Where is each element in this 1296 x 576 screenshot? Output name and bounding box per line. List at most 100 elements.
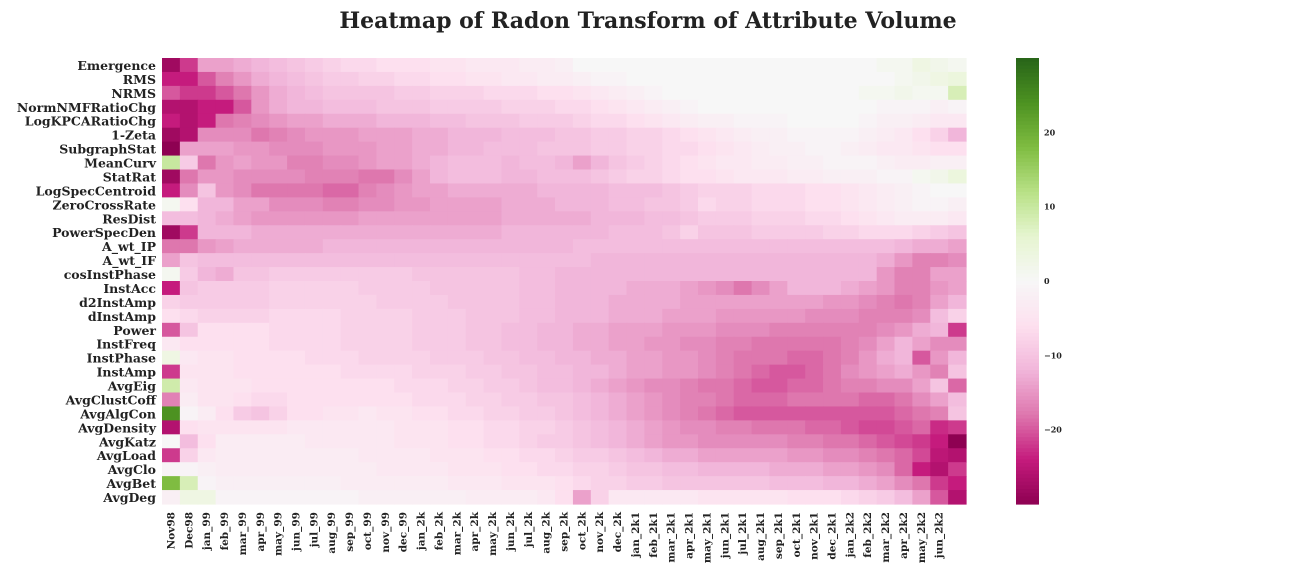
heatmap-cell <box>251 406 270 421</box>
heatmap-cell <box>197 476 217 491</box>
heatmap-cell <box>698 378 717 394</box>
heatmap-cell <box>823 141 842 157</box>
x-tick-label: oct_2k <box>576 511 589 550</box>
heatmap-cell <box>608 350 628 366</box>
heatmap-cell <box>805 490 824 505</box>
x-tick-label: may_2k <box>487 511 500 556</box>
y-tick-label: Power <box>113 323 156 338</box>
x-tick-label: apr_99 <box>255 512 268 552</box>
heatmap-cell <box>197 490 217 505</box>
heatmap-cell <box>483 141 503 157</box>
heatmap-cell <box>394 225 413 240</box>
heatmap-cell <box>626 281 645 296</box>
heatmap-cell <box>662 155 681 171</box>
heatmap-cell <box>840 155 860 171</box>
heatmap-cell <box>805 434 824 449</box>
heatmap-cell <box>894 364 913 380</box>
heatmap-cell <box>787 141 806 157</box>
heatmap-cell <box>162 85 181 101</box>
heatmap-cell <box>698 127 717 143</box>
heatmap-cell <box>501 336 520 352</box>
heatmap-cell <box>715 141 735 157</box>
heatmap-cell <box>304 58 324 73</box>
heatmap-cell <box>304 281 324 296</box>
heatmap-cell <box>590 378 610 394</box>
heatmap-cell <box>733 155 753 171</box>
heatmap-cell <box>322 211 342 226</box>
heatmap-cell <box>322 85 342 101</box>
heatmap-cell <box>287 336 306 352</box>
heatmap-cell <box>340 336 360 352</box>
heatmap-cell <box>805 448 824 463</box>
heatmap-cell <box>894 420 913 435</box>
heatmap-cell <box>680 434 699 449</box>
heatmap-cells <box>162 58 967 505</box>
heatmap-cell <box>823 281 842 296</box>
colorbar-segment <box>1016 321 1039 327</box>
heatmap-cell <box>376 197 395 212</box>
heatmap-cell <box>840 267 860 282</box>
heatmap-cell <box>358 308 377 324</box>
heatmap-cell <box>894 336 913 352</box>
heatmap-cell <box>769 364 788 380</box>
heatmap-cell <box>662 281 681 296</box>
heatmap-cell <box>948 267 967 282</box>
heatmap-cell <box>358 350 377 366</box>
heatmap-cell <box>269 85 288 101</box>
heatmap-cell <box>590 71 610 87</box>
heatmap-cell <box>197 267 217 282</box>
chart-title: Heatmap of Radon Transform of Attribute … <box>339 8 957 34</box>
heatmap-cell <box>233 490 252 505</box>
heatmap-cell <box>626 322 645 338</box>
heatmap-cell <box>519 462 538 477</box>
heatmap-cell <box>912 420 931 435</box>
heatmap-cell <box>751 392 771 408</box>
x-tick-label: jan_2k <box>416 511 429 551</box>
heatmap-cell <box>215 253 235 268</box>
heatmap-cell <box>948 183 967 198</box>
heatmap-cell <box>430 462 449 477</box>
heatmap-cell <box>733 294 753 310</box>
heatmap-cell <box>680 239 699 254</box>
heatmap-cell <box>358 364 377 380</box>
heatmap-cell <box>412 141 431 157</box>
heatmap-cell <box>394 267 413 282</box>
heatmap-cell <box>483 71 503 87</box>
heatmap-cell <box>233 85 252 101</box>
heatmap-cell <box>519 127 538 143</box>
heatmap-cell <box>358 490 377 505</box>
heatmap-cell <box>840 113 860 129</box>
heatmap-cell <box>662 462 681 477</box>
heatmap-cell <box>197 169 217 185</box>
heatmap-cell <box>304 169 324 185</box>
heatmap-cell <box>787 336 806 352</box>
heatmap-cell <box>733 183 753 198</box>
heatmap-cell <box>162 378 181 394</box>
heatmap-cell <box>179 434 199 449</box>
heatmap-cell <box>662 267 681 282</box>
heatmap-cell <box>572 58 592 73</box>
heatmap-cell <box>644 211 663 226</box>
heatmap-cell <box>840 434 860 449</box>
heatmap-cell <box>698 183 717 198</box>
heatmap-cell <box>358 281 377 296</box>
heatmap-cell <box>322 322 342 338</box>
heatmap-cell <box>555 378 574 394</box>
colorbar-segment <box>1016 314 1039 319</box>
heatmap-cell <box>858 127 878 143</box>
heatmap-cell <box>590 58 610 73</box>
heatmap-cell <box>412 113 431 129</box>
heatmap-cell <box>930 113 949 129</box>
colorbar-segment <box>1016 206 1039 211</box>
colorbar-segment <box>1016 474 1039 479</box>
heatmap-cell <box>519 476 538 491</box>
heatmap-cell <box>340 350 360 366</box>
heatmap-cell <box>537 364 556 380</box>
heatmap-cell <box>823 448 842 463</box>
heatmap-cell <box>447 58 467 73</box>
heatmap-cell <box>805 322 824 338</box>
heatmap-cell <box>805 406 824 421</box>
colorbar-segment <box>1016 69 1039 74</box>
heatmap-cell <box>555 350 574 366</box>
heatmap-cell <box>340 308 360 324</box>
